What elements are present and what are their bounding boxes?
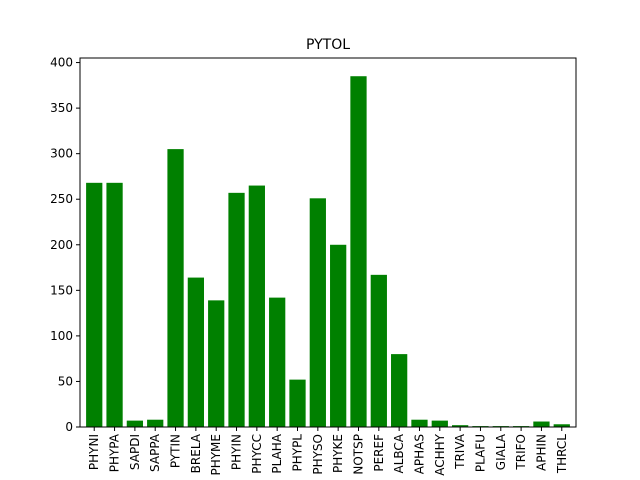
y-tick-label: 50 xyxy=(58,374,73,388)
bar-phycc xyxy=(248,185,265,427)
bar-phyme xyxy=(208,300,225,427)
x-tick-label: ACHHY xyxy=(433,433,447,475)
x-tick-label: PLAFU xyxy=(473,434,487,472)
y-axis: 0 50 100 150 200 250 300 350 400 xyxy=(50,56,80,434)
bar-achhy xyxy=(431,420,448,427)
x-tick-label: ALBCA xyxy=(392,433,406,473)
bar-phyin xyxy=(228,192,245,427)
x-tick-label: PHYPA xyxy=(108,433,122,472)
x-tick-label: PHYNI xyxy=(87,434,101,470)
chart-title: PYTOL xyxy=(306,37,350,53)
bar-aphin xyxy=(533,421,550,427)
bar-sapdi xyxy=(126,420,144,427)
x-tick-label: PHYCC xyxy=(250,434,264,474)
x-tick-label: PHYIN xyxy=(230,434,244,470)
x-tick-label: THRCL xyxy=(555,434,569,474)
bars-group xyxy=(86,76,570,428)
y-tick-label: 200 xyxy=(50,238,73,252)
x-tick-label: PHYSO xyxy=(311,434,325,475)
bar-brela xyxy=(187,277,204,427)
bar-phypa xyxy=(106,182,123,427)
x-tick-label: APHAS xyxy=(412,434,426,474)
x-tick-label: APHIN xyxy=(534,434,548,471)
bar-triva xyxy=(452,425,469,427)
x-tick-label: PLAHA xyxy=(270,433,284,473)
y-tick-label: 0 xyxy=(65,420,73,434)
y-tick-label: 150 xyxy=(50,283,73,297)
x-tick-label: PYTIN xyxy=(169,434,183,468)
bar-phyni xyxy=(86,182,103,427)
bar-phyke xyxy=(330,244,347,427)
bar-peref xyxy=(370,274,387,427)
plot-frame xyxy=(79,57,577,428)
x-tick-label: PHYPL xyxy=(291,434,305,472)
bar-physo xyxy=(309,198,326,427)
y-tick-label: 300 xyxy=(50,147,73,161)
x-tick-label: PHYKE xyxy=(331,434,345,473)
x-tick-label: PEREF xyxy=(372,434,386,472)
y-tick-label: 100 xyxy=(50,329,73,343)
bar-phypl xyxy=(289,379,306,427)
bar-pytin xyxy=(167,149,184,428)
x-tick-label: BRELA xyxy=(189,433,203,473)
bar-albca xyxy=(391,354,408,427)
x-axis: PHYNI PHYPA SAPDI SAPPA PYTIN BRELA PHYME PHYIN… xyxy=(87,427,569,476)
y-tick-label: 250 xyxy=(50,192,73,206)
x-tick-label: TRIFO xyxy=(514,434,528,471)
x-tick-label: SAPDI xyxy=(128,434,142,470)
bar-plaha xyxy=(269,297,286,427)
bar-thrcl xyxy=(553,424,570,427)
y-tick-label: 400 xyxy=(50,56,73,70)
x-tick-label: GIALA xyxy=(494,433,508,470)
x-tick-label: NOTSP xyxy=(351,434,365,475)
bar-aphas xyxy=(411,419,428,427)
y-tick-label: 350 xyxy=(50,101,73,115)
x-tick-label: SAPPA xyxy=(148,433,162,472)
x-tick-label: PHYME xyxy=(209,434,223,476)
bar-notsp xyxy=(350,76,367,427)
bar-sappa xyxy=(147,419,164,427)
x-tick-label: TRIVA xyxy=(453,433,467,470)
